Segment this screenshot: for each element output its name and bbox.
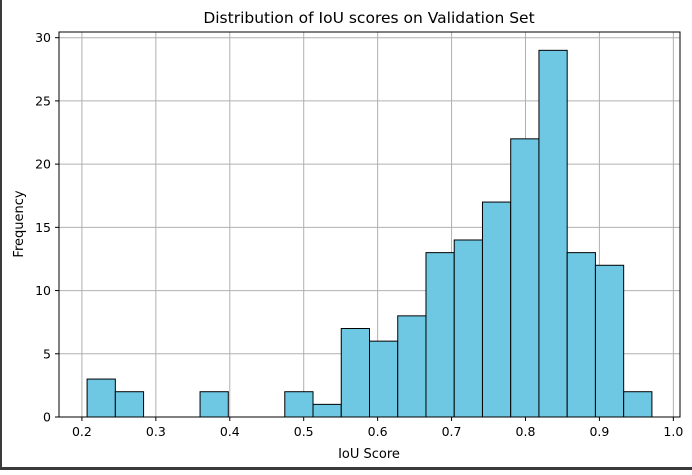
histogram-bar [199, 391, 229, 418]
histogram-bar [453, 239, 483, 418]
histogram-bar [397, 315, 427, 418]
histogram-bar [284, 391, 314, 418]
histogram-bar [538, 49, 568, 418]
x-tick-label: 0.5 [294, 424, 314, 439]
window-edge-bottom [0, 467, 692, 470]
histogram-bar [114, 391, 145, 418]
histogram-bar [510, 138, 540, 418]
histogram-bar [369, 340, 399, 418]
y-tick-label: 15 [35, 220, 51, 235]
histogram-bars [86, 49, 653, 418]
histogram-bar [312, 403, 342, 418]
x-tick-label: 0.9 [589, 424, 609, 439]
chart-title: Distribution of IoU scores on Validation… [203, 9, 534, 27]
x-tick-label: 1.0 [663, 424, 683, 439]
x-axis-label: IoU Score [338, 447, 400, 462]
x-axis-ticks: 0.2 0.3 0.4 0.5 0.6 0.7 0.8 0.9 1.0 [72, 417, 683, 439]
y-tick-label: 5 [43, 346, 51, 361]
y-tick-label: 0 [43, 410, 51, 425]
histogram-bar [566, 252, 596, 418]
histogram-bar [594, 264, 625, 418]
window-edge-left [0, 0, 2, 470]
histogram-bar [86, 378, 116, 418]
y-tick-label: 25 [35, 93, 51, 108]
x-tick-label: 0.4 [220, 424, 240, 439]
y-axis-ticks: 0 5 10 15 20 25 30 [35, 30, 59, 425]
histogram-bar [481, 201, 512, 418]
x-tick-label: 0.8 [516, 424, 536, 439]
histogram-bar [425, 252, 455, 418]
histogram-bar [623, 391, 653, 418]
x-tick-label: 0.2 [72, 424, 92, 439]
y-tick-label: 20 [35, 157, 51, 172]
y-tick-label: 10 [35, 283, 51, 298]
y-axis-label: Frequency [12, 190, 27, 257]
x-tick-label: 0.7 [442, 424, 462, 439]
histogram-bar [340, 327, 370, 418]
plot-area-border [58, 31, 681, 418]
x-tick-label: 0.3 [146, 424, 166, 439]
y-tick-label: 30 [35, 30, 51, 45]
x-tick-label: 0.6 [368, 424, 388, 439]
